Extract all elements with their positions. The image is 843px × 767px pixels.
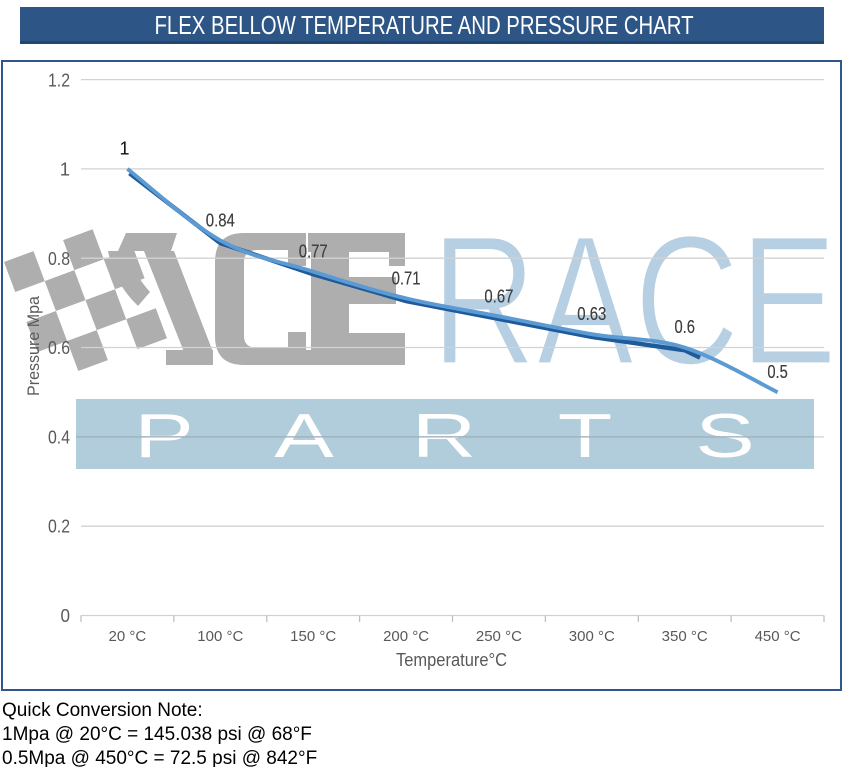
svg-text:1.2: 1.2 <box>48 70 70 91</box>
svg-text:S: S <box>695 401 755 470</box>
svg-text:0.63: 0.63 <box>577 304 606 324</box>
svg-text:P: P <box>134 401 194 470</box>
svg-text:0.2: 0.2 <box>48 516 70 537</box>
svg-text:0.8: 0.8 <box>48 248 70 269</box>
svg-text:T: T <box>558 401 613 470</box>
svg-text:0.63: 0.63 <box>577 304 606 324</box>
svg-text:0.71: 0.71 <box>392 268 421 288</box>
svg-text:0.6: 0.6 <box>674 317 695 337</box>
svg-text:R: R <box>412 401 476 470</box>
svg-text:0.6: 0.6 <box>48 337 70 358</box>
svg-text:1: 1 <box>60 159 70 180</box>
svg-text:0.4: 0.4 <box>48 427 70 448</box>
svg-text:0.5: 0.5 <box>767 362 788 382</box>
svg-text:0.67: 0.67 <box>484 286 513 306</box>
svg-text:0.5Mpa @ 450°C = 72.5 psi @ 84: 0.5Mpa @ 450°C = 72.5 psi @ 842°F <box>2 748 317 767</box>
svg-text:0.84: 0.84 <box>206 210 235 230</box>
svg-text:0: 0 <box>61 605 71 626</box>
svg-text:Quick Conversion Note:: Quick Conversion Note: <box>2 700 203 721</box>
svg-text:450 °C: 450 °C <box>755 628 801 645</box>
svg-text:0.77: 0.77 <box>299 242 328 262</box>
svg-text:150 °C: 150 °C <box>290 628 336 645</box>
svg-text:20 °C: 20 °C <box>109 628 147 645</box>
svg-text:1: 1 <box>119 139 129 159</box>
svg-text:0.6: 0.6 <box>674 317 695 337</box>
svg-text:RACE: RACE <box>431 198 837 404</box>
svg-text:250 °C: 250 °C <box>476 628 522 645</box>
svg-text:A: A <box>274 401 334 470</box>
svg-text:0.5: 0.5 <box>767 362 788 382</box>
svg-text:100 °C: 100 °C <box>197 628 243 645</box>
svg-text:200 °C: 200 °C <box>383 628 429 645</box>
svg-text:0.71: 0.71 <box>392 268 421 288</box>
svg-text:300 °C: 300 °C <box>569 628 615 645</box>
svg-text:350 °C: 350 °C <box>662 628 708 645</box>
svg-text:Pressure Mpa: Pressure Mpa <box>24 295 43 396</box>
svg-text:0.67: 0.67 <box>484 286 513 306</box>
svg-text:0.77: 0.77 <box>299 242 328 262</box>
svg-text:1Mpa @ 20°C = 145.038 psi @ 68: 1Mpa @ 20°C = 145.038 psi @ 68°F <box>2 724 312 745</box>
svg-text:Temperature°C: Temperature°C <box>396 650 507 670</box>
svg-text:FLEX BELLOW TEMPERATURE AND PR: FLEX BELLOW TEMPERATURE AND PRESSURE CHA… <box>155 10 694 40</box>
svg-text:0.84: 0.84 <box>206 210 235 230</box>
